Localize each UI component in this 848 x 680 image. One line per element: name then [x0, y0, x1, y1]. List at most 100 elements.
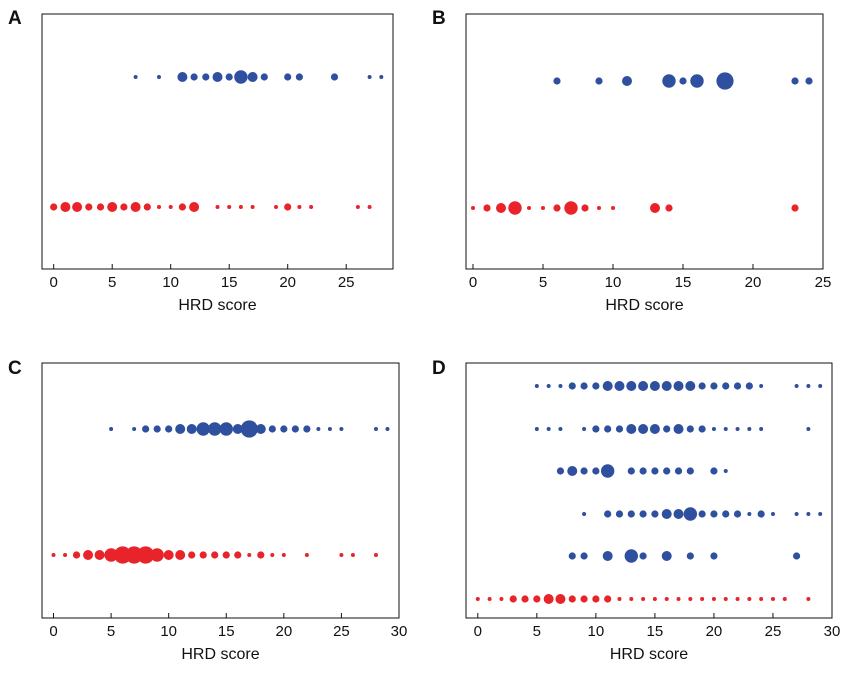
data-point: [747, 427, 752, 431]
data-point: [534, 427, 539, 431]
x-tick-label: 10: [160, 623, 177, 640]
data-point: [208, 422, 222, 436]
data-point: [475, 597, 480, 601]
panel-letter: C: [8, 358, 22, 379]
data-point: [649, 424, 660, 434]
panel-c: C 0 5 10 15 20 25 30 HRD score: [8, 358, 407, 663]
data-point: [240, 420, 258, 438]
data-point: [270, 553, 275, 557]
data-point: [710, 552, 718, 560]
data-point: [297, 205, 302, 209]
panel-letter: B: [432, 8, 446, 29]
data-point: [109, 427, 114, 431]
data-point: [611, 206, 615, 210]
data-point: [196, 422, 210, 436]
data-point: [641, 597, 646, 601]
data-point: [733, 382, 742, 390]
data-point: [165, 425, 173, 433]
data-point: [710, 382, 718, 390]
plot-frame: [41, 362, 400, 619]
data-point: [757, 510, 765, 518]
x-tick-label: 15: [221, 274, 238, 291]
data-point: [805, 77, 813, 85]
data-point: [553, 204, 561, 212]
data-point: [157, 205, 161, 209]
data-point: [747, 512, 752, 516]
data-point: [471, 206, 475, 210]
data-point: [806, 384, 811, 388]
data-point: [627, 467, 635, 475]
dot-row-red: [471, 201, 799, 215]
x-tick-label: 20: [706, 623, 723, 640]
data-point: [806, 512, 811, 516]
data-point: [592, 425, 600, 433]
data-point: [189, 202, 200, 212]
data-point: [686, 467, 694, 475]
data-point: [770, 512, 775, 516]
data-point: [723, 597, 728, 601]
data-point: [202, 73, 210, 81]
x-tick-label: 5: [539, 274, 547, 291]
data-point: [303, 425, 311, 433]
data-point: [818, 512, 823, 516]
data-point: [674, 467, 683, 475]
data-point: [770, 597, 775, 601]
data-point: [339, 553, 344, 557]
data-point: [178, 203, 186, 211]
data-point: [142, 425, 150, 433]
data-point: [487, 597, 492, 601]
data-point: [316, 427, 321, 431]
data-point: [716, 72, 734, 90]
data-point: [339, 427, 344, 431]
data-point: [651, 467, 659, 475]
x-tick-label: 15: [675, 274, 692, 291]
data-point: [564, 201, 578, 215]
data-point: [759, 427, 764, 431]
dot-row-blue: [109, 420, 390, 438]
x-axis-label: HRD score: [610, 646, 688, 663]
data-point: [806, 597, 811, 601]
dot-row-blue: [568, 549, 801, 563]
x-tick-label: 20: [279, 274, 296, 291]
data-point: [683, 507, 698, 521]
x-tick-label: 0: [49, 623, 57, 640]
data-point: [367, 205, 372, 209]
data-point: [291, 425, 299, 433]
data-point: [533, 595, 541, 603]
data-point: [483, 204, 491, 212]
data-point: [96, 203, 105, 211]
data-point: [673, 509, 684, 519]
data-point: [661, 509, 672, 519]
data-point: [782, 597, 787, 601]
data-point: [211, 551, 219, 559]
data-point: [759, 597, 764, 601]
data-point: [592, 467, 600, 475]
data-point: [385, 427, 390, 431]
data-point: [227, 205, 232, 209]
data-point: [330, 73, 339, 81]
data-point: [600, 464, 615, 478]
data-point: [232, 424, 243, 434]
data-point: [673, 424, 684, 434]
data-point: [234, 551, 242, 559]
dot-row-red: [50, 202, 372, 212]
data-point: [295, 73, 303, 81]
data-point: [745, 382, 753, 390]
data-point: [521, 595, 529, 603]
data-point: [132, 427, 137, 431]
data-point: [199, 551, 207, 559]
data-point: [759, 384, 764, 388]
plot-frame: [465, 362, 833, 619]
data-point: [568, 552, 576, 560]
data-point: [567, 466, 578, 476]
x-tick-label: 0: [469, 274, 477, 291]
data-point: [496, 203, 506, 213]
data-point: [546, 384, 551, 388]
data-point: [130, 202, 141, 212]
data-point: [553, 77, 561, 85]
data-point: [792, 552, 801, 560]
data-point: [581, 204, 589, 212]
x-axis-label: HRD score: [178, 297, 256, 314]
data-point: [650, 203, 660, 213]
data-point: [175, 424, 186, 434]
